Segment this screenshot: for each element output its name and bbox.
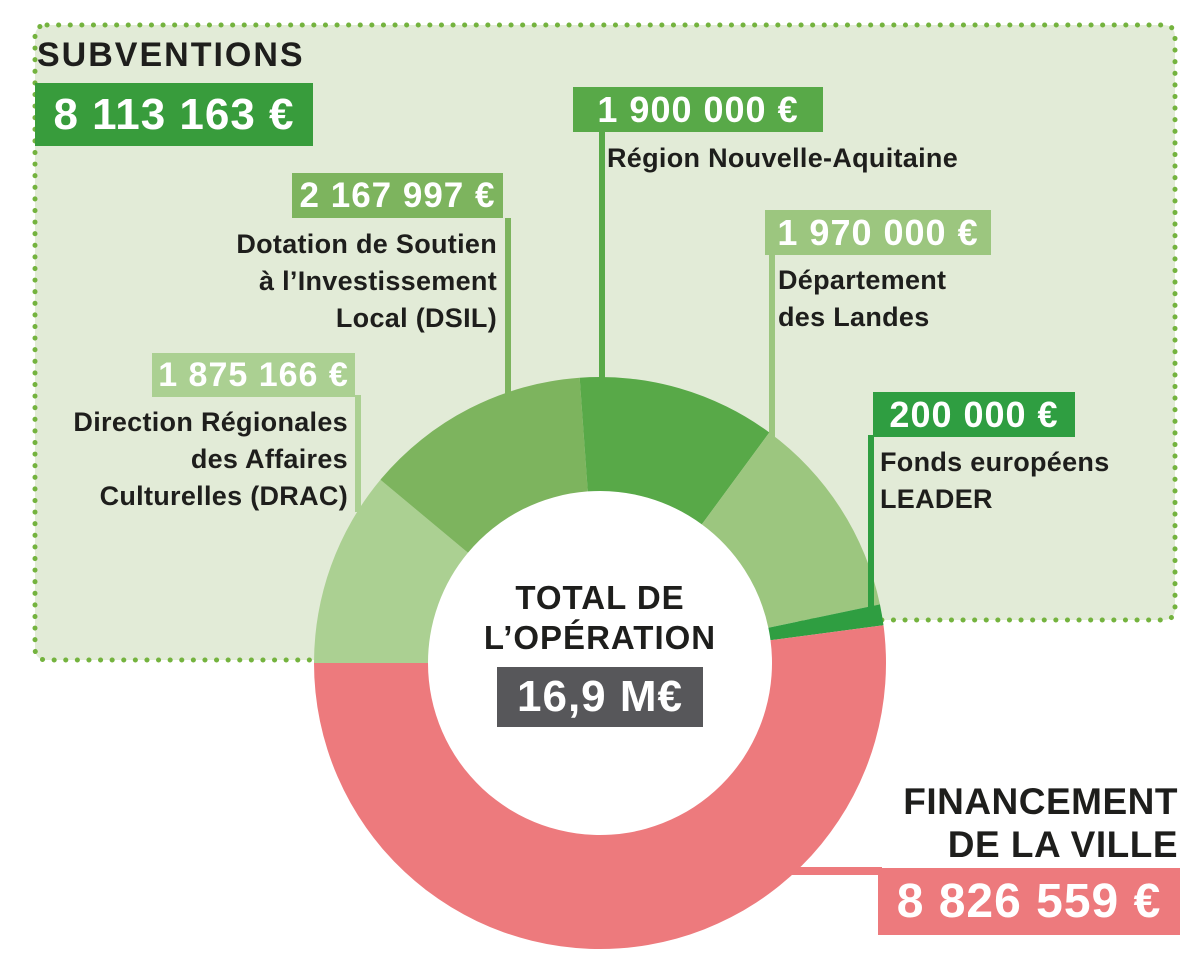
- leader-label-line2: LEADER: [880, 484, 993, 514]
- donut-segment-ville: [314, 625, 886, 950]
- region-amount-badge: 1 900 000 €: [573, 87, 823, 132]
- landes-label-line1: Département: [778, 265, 947, 295]
- donut-segment-landes: [701, 432, 880, 628]
- donut-segment-region: [579, 377, 770, 525]
- city-funding-line2: DE LA VILLE: [947, 824, 1178, 865]
- ville-connector-line: [790, 867, 882, 875]
- donut-segment-dsil: [380, 377, 588, 553]
- city-funding-amount-badge: 8 826 559 €: [878, 868, 1180, 935]
- dsil-connector-line: [505, 218, 511, 394]
- leader-connector-line: [868, 435, 874, 615]
- landes-label-line2: des Landes: [778, 302, 930, 332]
- leader-amount-badge: 200 000 €: [873, 392, 1075, 437]
- drac-label-line1: Direction Régionales: [73, 407, 348, 437]
- drac-amount-badge: 1 875 166 €: [152, 353, 355, 397]
- drac-label-line2: des Affaires: [190, 444, 348, 474]
- leader-label: Fonds européens LEADER: [880, 444, 1110, 518]
- donut-hole: [425, 488, 775, 838]
- operation-total-badge: 16,9 M€: [497, 667, 703, 727]
- donut-segment-leader: [768, 604, 884, 641]
- city-funding-label: FINANCEMENT DE LA VILLE: [903, 780, 1178, 866]
- dsil-label-line2: à l’Investissement: [258, 266, 497, 296]
- landes-connector-line: [769, 253, 775, 438]
- leader-label-line1: Fonds européens: [880, 447, 1110, 477]
- landes-label: Département des Landes: [778, 262, 946, 336]
- city-funding-line1: FINANCEMENT: [903, 781, 1178, 822]
- dsil-amount-badge: 2 167 997 €: [292, 173, 503, 218]
- dsil-label-line3: Local (DSIL): [335, 303, 497, 333]
- drac-label-line3: Culturelles (DRAC): [99, 481, 348, 511]
- landes-amount-badge: 1 970 000 €: [765, 210, 991, 255]
- dsil-label: Dotation de Soutien à l’Investissement L…: [236, 226, 497, 337]
- region-connector-line: [599, 130, 605, 380]
- center-title-line1: TOTAL DE: [515, 579, 685, 616]
- donut-center-title: TOTAL DE L’OPÉRATION: [430, 578, 770, 658]
- region-label: Région Nouvelle-Aquitaine: [607, 140, 958, 177]
- donut-segment-drac: [314, 479, 468, 663]
- drac-label: Direction Régionales des Affaires Cultur…: [73, 404, 348, 515]
- region-label-line1: Région Nouvelle-Aquitaine: [607, 143, 959, 173]
- dsil-label-line1: Dotation de Soutien: [236, 229, 497, 259]
- drac-connector-line: [355, 395, 361, 512]
- subventions-total-badge: 8 113 163 €: [35, 83, 313, 146]
- subventions-title: SUBVENTIONS: [37, 36, 305, 74]
- center-title-line2: L’OPÉRATION: [483, 619, 717, 656]
